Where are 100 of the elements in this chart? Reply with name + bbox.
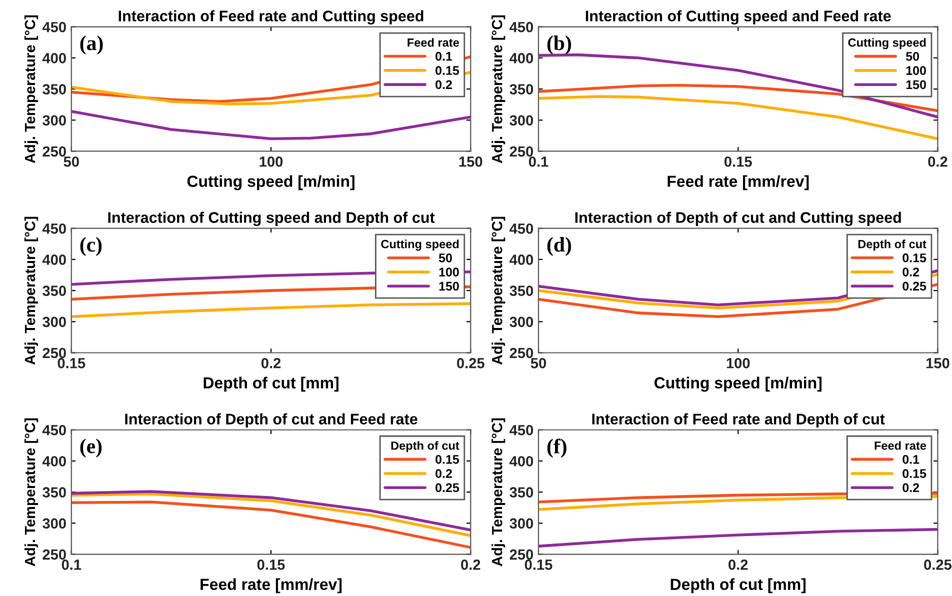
x-axis-title: Cutting speed [m/min] [187,175,354,190]
x-tick-label: 0.2 [728,560,748,570]
chart-title: Interaction of Feed rate and Cutting speed [118,10,424,24]
chart-title: Interaction of Depth of cut and Cutting speed [575,212,901,226]
y-tick-label: 400 [42,53,66,64]
legend-label: 0.1 [902,454,920,464]
y-tick-label: 300 [510,518,534,529]
x-axis-title: Cutting speed [m/min] [654,376,822,392]
legend-title: Feed rate [408,38,459,47]
legend-label: 100 [439,268,459,276]
legend-title: Feed rate [874,441,926,450]
legend-label: 0.25 [436,483,460,492]
annotation: (e) [80,438,102,458]
annotation: (a) [80,36,103,54]
y-tick-label: 450 [510,22,534,32]
line-series [538,95,938,140]
y-tick-label: 400 [510,254,534,265]
y-tick-label: 300 [42,518,66,529]
x-tick-label: 0.1 [62,560,82,570]
line-series [71,302,471,318]
y-tick-label: 350 [42,487,66,498]
y-tick-label: 250 [510,146,534,157]
x-tick-label: 150 [926,358,950,368]
x-axis-title: Feed rate [mm/rev] [668,175,809,190]
y-tick-label: 250 [510,549,534,560]
y-tick-label: 350 [510,84,534,94]
x-tick-label: 0.2 [261,358,281,368]
x-tick-label: 0.2 [461,560,480,570]
x-tick-label: 0.15 [724,156,752,167]
y-tick-label: 300 [42,115,66,126]
x-tick-label: 100 [726,358,750,368]
y-tick-label: 250 [42,146,66,157]
legend-label: 0.2 [436,469,452,478]
y-tick-label: 250 [42,348,66,358]
legend-label: 0.1 [436,52,452,61]
x-tick-label: 100 [260,156,283,167]
y-axis-title: Adj. Temperature [°C] [492,15,506,164]
y-tick-label: 250 [42,549,66,560]
line-series [538,528,938,548]
x-tick-label: 0.15 [524,560,552,570]
y-tick-label: 250 [510,348,534,358]
x-tick-label: 0.2 [928,156,948,167]
legend-label: 150 [906,80,926,90]
y-tick-label: 450 [42,22,66,32]
line-series [71,492,471,538]
y-tick-label: 300 [42,316,66,328]
legend-label: 150 [439,282,459,291]
chart-title: Interaction of Cutting speed and Feed rate [586,10,891,24]
legend-label: 0.25 [902,282,926,291]
annotation: (c) [80,237,102,256]
y-tick-label: 400 [42,456,66,466]
x-axis-title: Depth of cut [mm] [204,376,338,392]
legend-label: 0.2 [902,268,920,276]
y-axis-title: Adj. Temperature [°C] [24,418,38,566]
annotation: (b) [547,36,572,54]
legend-label: 0.15 [902,253,926,262]
y-tick-label: 400 [42,254,66,265]
line-series [71,500,471,549]
y-tick-label: 350 [510,286,534,296]
x-tick-label: 50 [64,156,79,167]
y-axis-title: Adj. Temperature [°C] [24,216,38,365]
y-axis-title: Adj. Temperature [°C] [24,15,38,164]
y-tick-label: 450 [42,424,66,436]
x-axis-title: Feed rate [mm/rev] [200,578,342,594]
legend-title: Depth of cut [858,240,926,251]
x-tick-label: 0.1 [528,156,548,167]
legend-label: 0.15 [436,454,460,464]
y-tick-label: 300 [510,115,534,126]
y-tick-label: 400 [510,456,534,466]
legend-title: Depth of cut [391,441,460,452]
y-tick-label: 450 [42,223,66,234]
legend-title: Cutting speed [381,240,459,251]
line-series [71,110,471,140]
y-tick-label: 400 [510,53,534,64]
chart-title: Interaction of Cutting speed and Depth of cut [108,212,435,226]
line-series [538,53,938,118]
annotation: (f) [547,438,566,458]
legend-label: 50 [906,52,920,61]
legend-title: Cutting speed [848,38,926,50]
y-tick-label: 350 [42,286,66,296]
legend-label: 0.2 [436,80,452,90]
y-tick-label: 450 [510,223,534,234]
x-tick-label: 0.25 [924,560,952,570]
y-axis-title: Adj. Temperature [°C] [492,216,506,365]
x-tick-label: 0.15 [257,560,285,570]
legend-label: 0.15 [436,66,460,75]
x-tick-label: 50 [530,358,546,368]
chart-title: Interaction of Feed rate and Depth of cut [592,413,885,428]
y-tick-label: 350 [510,487,534,498]
x-axis-title: Depth of cut [mm] [670,578,806,594]
x-tick-label: 150 [459,156,482,167]
y-tick-label: 350 [42,84,66,94]
legend-label: 50 [438,253,452,262]
chart-title: Interaction of Depth of cut and Feed rate [125,413,418,428]
annotation: (d) [547,237,572,256]
y-axis-title: Adj. Temperature [°C] [492,418,506,566]
x-tick-label: 0.25 [457,358,484,368]
legend-label: 0.15 [902,469,926,478]
legend-label: 100 [906,66,926,75]
y-tick-label: 300 [510,316,534,328]
